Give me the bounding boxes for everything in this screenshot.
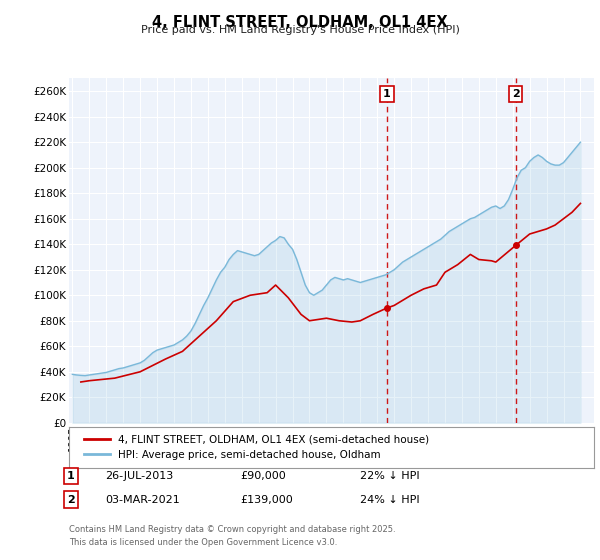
Text: Contains HM Land Registry data © Crown copyright and database right 2025.
This d: Contains HM Land Registry data © Crown c…	[69, 525, 395, 547]
Text: £139,000: £139,000	[240, 494, 293, 505]
Text: 4, FLINT STREET, OLDHAM, OL1 4EX: 4, FLINT STREET, OLDHAM, OL1 4EX	[152, 15, 448, 30]
Text: £90,000: £90,000	[240, 471, 286, 481]
Text: 26-JUL-2013: 26-JUL-2013	[105, 471, 173, 481]
Text: 03-MAR-2021: 03-MAR-2021	[105, 494, 180, 505]
Text: 2: 2	[67, 494, 74, 505]
Text: Price paid vs. HM Land Registry's House Price Index (HPI): Price paid vs. HM Land Registry's House …	[140, 25, 460, 35]
Text: 1: 1	[383, 88, 391, 99]
Text: 22% ↓ HPI: 22% ↓ HPI	[360, 471, 419, 481]
Text: 1: 1	[67, 471, 74, 481]
Legend: 4, FLINT STREET, OLDHAM, OL1 4EX (semi-detached house), HPI: Average price, semi: 4, FLINT STREET, OLDHAM, OL1 4EX (semi-d…	[79, 431, 433, 464]
Text: 24% ↓ HPI: 24% ↓ HPI	[360, 494, 419, 505]
Text: 2: 2	[512, 88, 520, 99]
